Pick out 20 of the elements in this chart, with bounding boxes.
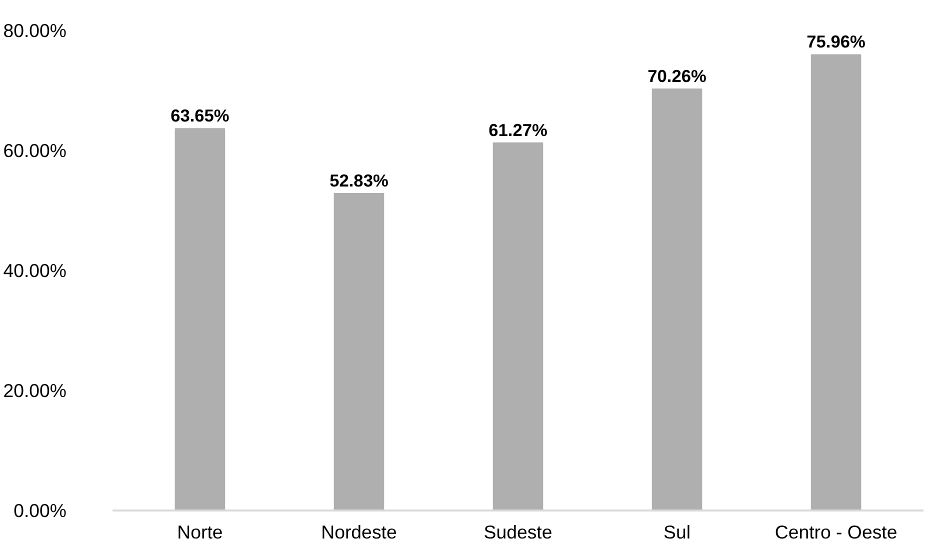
x-tick-label: Centro - Oeste [774,522,898,542]
data-label: 75.96% [806,32,866,52]
x-tick-label: Norte [177,522,223,542]
y-tick-label: 80.00% [3,20,67,41]
x-tick-label: Nordeste [321,522,397,542]
y-tick-label: 40.00% [3,260,67,281]
bar [174,128,226,510]
x-tick-label: Sudeste [484,522,552,542]
bar [652,88,702,510]
y-tick-label: 0.00% [14,500,67,521]
data-label: 70.26% [648,66,706,86]
data-label: 61.27% [488,120,548,140]
data-label: 63.65% [170,106,230,126]
x-tick-label: Sul [664,522,691,542]
y-tick-label: 20.00% [3,380,67,401]
bar [810,54,862,510]
data-label: 52.83% [330,170,388,191]
bar [334,193,384,510]
y-tick-label: 60.00% [3,140,67,161]
bar [492,142,544,510]
